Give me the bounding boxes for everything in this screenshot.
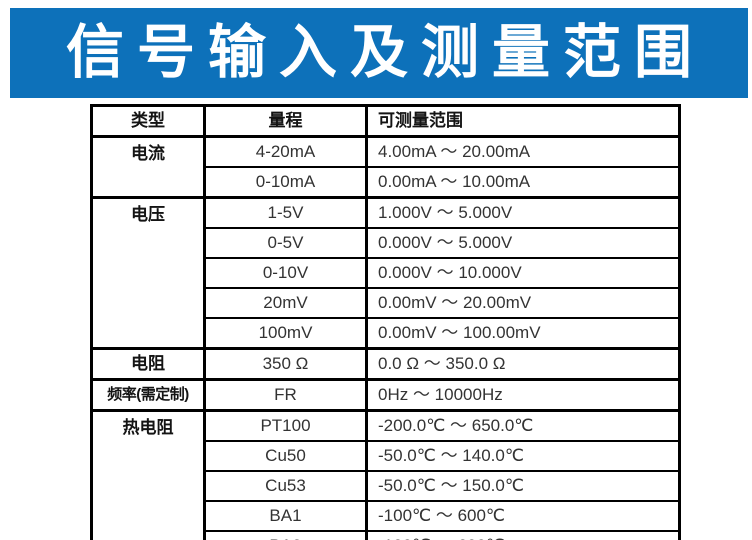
table-row: 电压 1-5V 1.000V ～ 5.000V <box>90 196 681 350</box>
measurable-cell: 0.000V ～ 10.000V <box>365 257 681 289</box>
table-row: 20mV 0.00mV ～ 20.00mV <box>92 287 681 319</box>
range-cell: 100mV <box>203 317 368 350</box>
type-cell-current: 电流 <box>90 135 206 199</box>
measurable-cell: 0.0 Ω ～ 350.0 Ω <box>365 347 681 381</box>
range-cell: PT100 <box>203 409 368 442</box>
range-cell: Cu50 <box>203 440 368 472</box>
range-cell: 1-5V <box>203 196 368 229</box>
measurable-cell: -50.0℃ ～ 140.0℃ <box>365 440 681 472</box>
col-header-type: 类型 <box>90 104 206 138</box>
measurable-cell: 1.000V ～ 5.000V <box>365 196 681 229</box>
signal-range-table: 类型 量程 可测量范围 电流 4-20mA 4.00mA ～ 20.00mA 0… <box>90 104 681 540</box>
table-row: 100mV 0.00mV ～ 100.00mV <box>92 317 681 350</box>
range-cell: 350 Ω <box>203 347 368 381</box>
range-cell: 20mV <box>203 287 368 319</box>
measurable-cell: -50.0℃ ～ 150.0℃ <box>365 470 681 502</box>
measurable-cell: 0.00mA ～ 10.00mA <box>365 166 681 199</box>
range-cell: 0-5V <box>203 227 368 259</box>
measurable-cell: 0.00mV ～ 100.00mV <box>365 317 681 350</box>
col-header-range: 量程 <box>203 104 368 138</box>
measurable-cell: 0.000V ～ 5.000V <box>365 227 681 259</box>
table-row: 热电阻 PT100 -200.0℃ ～ 650.0℃ <box>90 409 681 540</box>
range-cell: BA2 <box>203 530 368 540</box>
measurable-cell: 0.00mV ～ 20.00mV <box>365 287 681 319</box>
title-banner: 信号输入及测量范围 <box>10 8 748 98</box>
table-row: 电阻 350 Ω 0.0 Ω ～ 350.0 Ω <box>90 347 681 381</box>
table-row: 0-5V 0.000V ～ 5.000V <box>92 227 681 259</box>
table-row: Cu53 -50.0℃ ～ 150.0℃ <box>92 470 681 502</box>
table-row: 0-10V 0.000V ～ 10.000V <box>92 257 681 289</box>
range-cell: 4-20mA <box>203 135 368 168</box>
col-header-measurable: 可测量范围 <box>365 104 681 138</box>
header-row: 类型 量程 可测量范围 <box>90 104 681 138</box>
range-cell: FR <box>203 378 368 412</box>
table-row: 电流 4-20mA 4.00mA ～ 20.00mA <box>90 135 681 199</box>
type-cell-voltage: 电压 <box>90 196 206 350</box>
type-cell-resistance: 电阻 <box>90 347 206 381</box>
table-row: 0-10mA 0.00mA ～ 10.00mA <box>92 166 681 199</box>
range-cell: 0-10mA <box>203 166 368 199</box>
table-row: Cu50 -50.0℃ ～ 140.0℃ <box>92 440 681 472</box>
measurable-cell: 0Hz ～ 10000Hz <box>365 378 681 412</box>
page-title: 信号输入及测量范围 <box>65 20 705 85</box>
range-cell: Cu53 <box>203 470 368 502</box>
type-cell-rtd: 热电阻 <box>90 409 206 540</box>
range-cell: BA1 <box>203 500 368 532</box>
measurable-cell: -200.0℃ ～ 650.0℃ <box>365 409 681 442</box>
measurable-cell: -100℃ ～ 600℃ <box>365 500 681 532</box>
range-cell: 0-10V <box>203 257 368 289</box>
table-row: BA2 -100℃ ～ 600℃ <box>92 530 681 540</box>
measurable-cell: 4.00mA ～ 20.00mA <box>365 135 681 168</box>
table-row: BA1 -100℃ ～ 600℃ <box>92 500 681 532</box>
type-cell-frequency: 频率(需定制) <box>90 378 206 412</box>
measurable-cell: -100℃ ～ 600℃ <box>365 530 681 540</box>
table-row: 频率(需定制) FR 0Hz ～ 10000Hz <box>90 378 681 412</box>
